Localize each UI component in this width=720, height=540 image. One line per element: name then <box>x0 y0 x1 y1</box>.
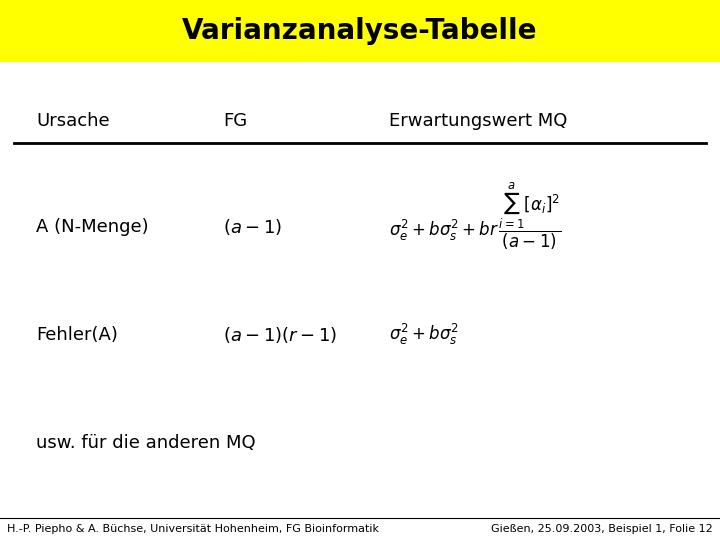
Text: $\sigma_e^2 + b\sigma_s^2$: $\sigma_e^2 + b\sigma_s^2$ <box>389 322 459 347</box>
Text: $(a-1)$: $(a-1)$ <box>223 217 282 237</box>
Text: A (N-Menge): A (N-Menge) <box>36 218 148 236</box>
Text: usw. für die anderen MQ: usw. für die anderen MQ <box>36 434 256 452</box>
Text: Gießen, 25.09.2003, Beispiel 1, Folie 12: Gießen, 25.09.2003, Beispiel 1, Folie 12 <box>491 524 713 534</box>
Text: H.-P. Piepho & A. Büchse, Universität Hohenheim, FG Bioinformatik: H.-P. Piepho & A. Büchse, Universität Ho… <box>7 524 379 534</box>
Text: Varianzanalyse-Tabelle: Varianzanalyse-Tabelle <box>182 17 538 45</box>
FancyBboxPatch shape <box>0 0 720 62</box>
Text: Erwartungswert MQ: Erwartungswert MQ <box>389 112 567 130</box>
Text: FG: FG <box>223 112 248 130</box>
Text: Ursache: Ursache <box>36 112 109 130</box>
Text: $\sigma_e^2 + b\sigma_s^2 + br\,\dfrac{\sum_{i=1}^{a}[\alpha_i]^2}{(a-1)}$: $\sigma_e^2 + b\sigma_s^2 + br\,\dfrac{\… <box>389 180 562 252</box>
Text: $(a-1)(r-1)$: $(a-1)(r-1)$ <box>223 325 337 345</box>
Text: Fehler(A): Fehler(A) <box>36 326 118 344</box>
